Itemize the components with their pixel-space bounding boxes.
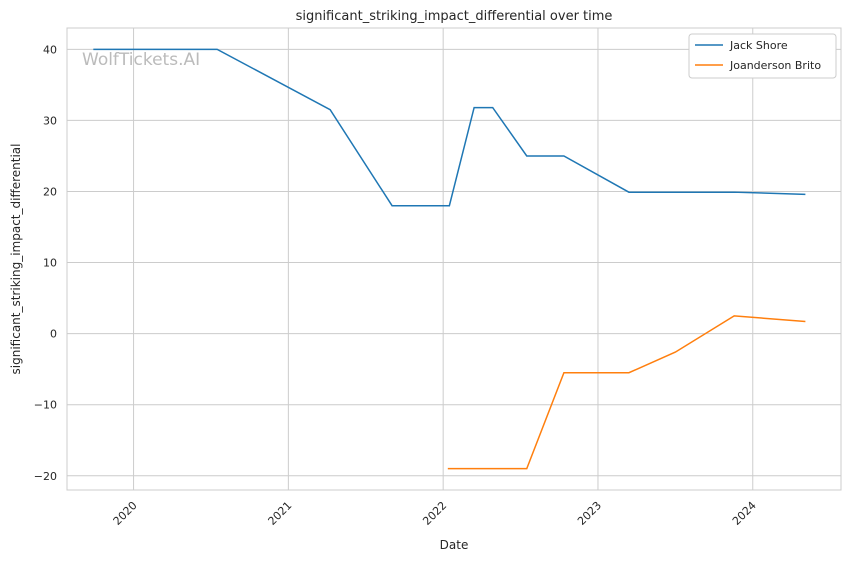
legend-label-joanderson-brito: Joanderson Brito [729, 59, 821, 72]
y-tick-label: 10 [43, 257, 57, 270]
series-line-jack-shore [93, 48, 806, 207]
series-line-joanderson-brito [447, 315, 806, 470]
y-tick-label: −20 [34, 470, 57, 483]
x-tick-label: 2024 [730, 499, 759, 528]
y-tick-label: 40 [43, 43, 57, 56]
watermark: WolfTickets.AI [82, 50, 200, 70]
y-tick-label: −10 [34, 399, 57, 412]
y-tick-label: 30 [43, 114, 57, 127]
x-tick-label: 2023 [575, 499, 604, 528]
plot-area [66, 27, 842, 491]
y-tick-label: 20 [43, 185, 57, 198]
x-axis-label: Date [440, 538, 469, 552]
x-tick-label: 2020 [111, 499, 140, 528]
x-tick-label: 2022 [420, 499, 449, 528]
y-axis-label: significant_striking_impact_differential [9, 144, 23, 375]
x-tick-label: 2021 [265, 499, 294, 528]
legend-label-jack-shore: Jack Shore [729, 39, 788, 52]
chart-title: significant_striking_impact_differential… [296, 9, 613, 24]
legend: Jack Shore Joanderson Brito [688, 33, 837, 79]
y-tick-label: 0 [50, 328, 57, 341]
